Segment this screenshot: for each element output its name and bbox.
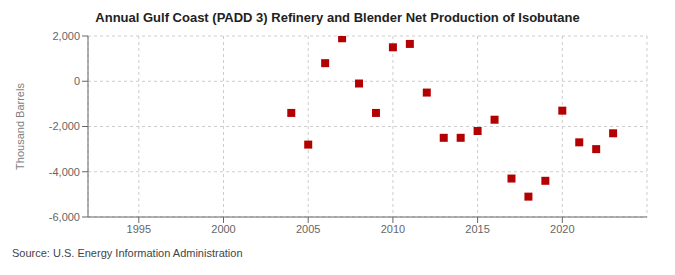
svg-text:2005: 2005 (296, 223, 320, 235)
svg-text:-2,000: -2,000 (49, 120, 80, 132)
svg-text:2,000: 2,000 (52, 30, 80, 42)
svg-text:-6,000: -6,000 (49, 211, 80, 223)
svg-text:2020: 2020 (550, 223, 574, 235)
svg-text:1995: 1995 (127, 223, 151, 235)
svg-text:2015: 2015 (465, 223, 489, 235)
svg-text:-4,000: -4,000 (49, 166, 80, 178)
svg-text:0: 0 (74, 75, 80, 87)
svg-text:2010: 2010 (381, 223, 405, 235)
svg-text:Thousand Barrels: Thousand Barrels (14, 83, 26, 170)
html-text:Annual Gulf Coast (PADD 3) Ref: Annual Gulf Coast (PADD 3) Refinery and … (95, 10, 580, 25)
html-text:Source: U.S. Energy Informatio: Source: U.S. Energy Information Administ… (12, 247, 243, 259)
svg-text:2000: 2000 (211, 223, 235, 235)
